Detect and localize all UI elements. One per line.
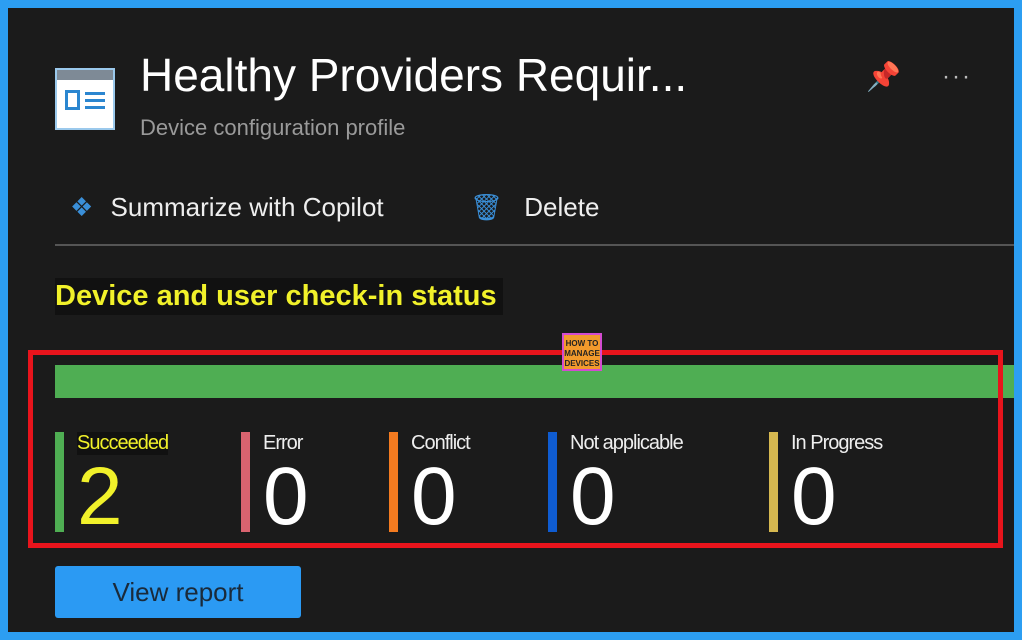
status-label: Succeeded xyxy=(77,432,169,455)
status-color-bar xyxy=(241,432,250,532)
delete-button[interactable]: 🗑 Delete xyxy=(470,192,599,223)
page-title: Healthy Providers Requir... xyxy=(140,49,688,101)
status-count: 0 xyxy=(263,451,309,542)
status-label: Not applicable xyxy=(570,432,684,454)
section-heading: Device and user check-in status xyxy=(55,278,503,315)
delete-label: Delete xyxy=(524,192,600,222)
copilot-label: Summarize with Copilot xyxy=(110,192,384,222)
copilot-icon: ❖ xyxy=(70,192,94,222)
more-options-button[interactable]: ··· xyxy=(942,63,972,90)
divider xyxy=(55,244,1014,246)
annotation-box xyxy=(28,350,1003,548)
view-report-button[interactable]: View report xyxy=(55,566,301,618)
trash-icon: 🗑 xyxy=(470,192,504,222)
status-color-bar xyxy=(55,432,64,532)
status-label: Conflict xyxy=(411,432,471,454)
page-subtitle: Device configuration profile xyxy=(140,115,406,140)
pin-icon[interactable]: 📌 xyxy=(866,61,901,92)
status-label: Error xyxy=(263,432,303,454)
profile-pane: Healthy Providers Requir... Device confi… xyxy=(8,8,1014,632)
status-label: In Progress xyxy=(791,432,883,454)
status-count: 0 xyxy=(791,451,837,542)
status-progress-bar xyxy=(55,365,1014,398)
status-count: 0 xyxy=(411,451,457,542)
status-color-bar xyxy=(548,432,557,532)
configuration-profile-icon xyxy=(55,68,115,130)
status-count: 2 xyxy=(77,451,123,542)
summarize-copilot-button[interactable]: ❖ Summarize with Copilot xyxy=(70,192,384,223)
status-count: 0 xyxy=(570,451,616,542)
status-color-bar xyxy=(389,432,398,532)
status-color-bar xyxy=(769,432,778,532)
watermark-logo: HOW TO MANAGE DEVICES xyxy=(562,333,602,371)
